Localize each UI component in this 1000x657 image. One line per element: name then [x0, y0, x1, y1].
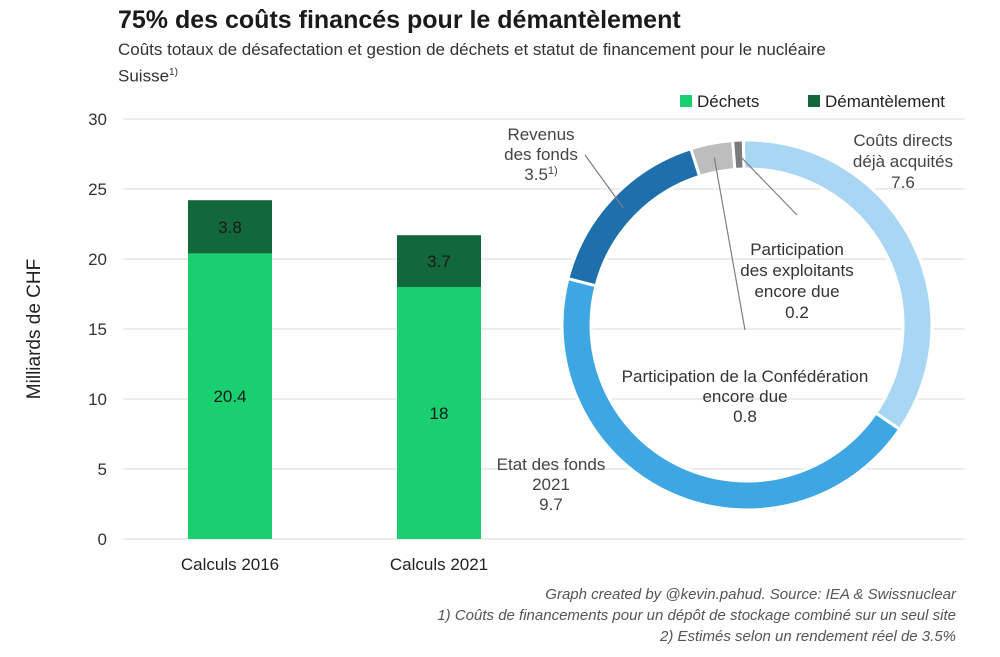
bar-data-label: 3.8 — [218, 218, 242, 237]
donut-slice-revenus — [566, 146, 702, 288]
donut-label-line: Revenus — [507, 125, 574, 144]
donut-label-line: des fonds — [504, 145, 578, 164]
footer-note-2: 2) Estimés selon un rendement réel de 3.… — [660, 628, 956, 645]
legend-label-demantelement: Démantèlement — [825, 92, 945, 111]
subtitle-footnote-marker: 1) — [169, 67, 178, 78]
chart-subtitle: Coûts totaux de désafectation et gestion… — [118, 38, 878, 88]
donut-label-line: 0.2 — [785, 303, 809, 322]
footer-source: Graph created by @kevin.pahud. Source: I… — [545, 586, 956, 603]
y-tick-label: 30 — [88, 110, 107, 129]
leader-line-participation-exploitants — [738, 154, 798, 216]
leader-line-participation-confederation — [713, 157, 746, 331]
bar-dechets-2 — [397, 287, 481, 539]
leader-line-revenus — [584, 154, 624, 209]
chart-canvas: 0 5 10 15 20 25 30 Milliards de CHF 20.4 3.8 Calcu… — [24, 92, 965, 574]
donut-label-line: Participation de la Confédération — [622, 367, 869, 386]
donut-label-couts-directs: Coûts directs déjà acquités 7.6 — [853, 131, 953, 192]
y-tick-label: 5 — [98, 460, 107, 479]
legend-swatch-demantelement — [808, 95, 820, 107]
donut-label-line: Participation — [750, 240, 844, 259]
donut-slice-participation-conf — [688, 138, 737, 179]
donut-label-line: encore due — [702, 387, 787, 406]
donut-label-participation-expl: Participation des exploitants encore due 0.… — [740, 240, 853, 322]
y-tick-label: 20 — [88, 250, 107, 269]
bar-demantelement-2 — [397, 235, 481, 287]
donut-label-line: encore due — [754, 282, 839, 301]
subtitle-text: Coûts totaux de désafectation et gestion… — [118, 40, 826, 86]
donut-label-line: 7.6 — [891, 173, 915, 192]
donut-label-footnote-marker: 1) — [548, 165, 558, 177]
donut-label-line: 9.7 — [539, 495, 563, 514]
legend-swatch-dechets — [680, 95, 692, 107]
bar-demantelement-1 — [188, 200, 272, 254]
x-tick-label: Calculs 2016 — [181, 555, 279, 574]
y-tick-label: 25 — [88, 180, 107, 199]
donut-label-line: des exploitants — [740, 261, 853, 280]
donut-label-line: déjà acquités — [853, 152, 953, 171]
donut-label-participation-conf: Participation de la Confédération encore … — [622, 367, 869, 426]
legend-label-dechets: Déchets — [697, 92, 759, 111]
bar-data-label: 3.7 — [427, 252, 451, 271]
y-tick-label: 15 — [88, 320, 107, 339]
footer-note-1: 1) Coûts de financements pour un dépôt d… — [437, 607, 956, 624]
x-tick-label: Calculs 2021 — [390, 555, 488, 574]
donut-label-line: Coûts directs — [853, 131, 952, 150]
donut-label-line: Etat des fonds — [497, 455, 606, 474]
donut-slice-participation-expl — [731, 138, 746, 172]
donut-label-line: 0.8 — [733, 407, 757, 426]
bar-dechets-1 — [188, 253, 272, 539]
chart-title: 75% des coûts financés pour le démantèle… — [118, 6, 681, 34]
donut-label-line: 3.5 — [524, 165, 548, 184]
y-tick-label: 0 — [98, 530, 107, 549]
y-tick-label: 10 — [88, 390, 107, 409]
donut-label-etat-fonds: Etat des fonds 2021 9.7 — [497, 455, 606, 514]
bar-data-label: 18 — [430, 404, 449, 423]
y-axis-label: Milliards de CHF — [24, 259, 45, 399]
donut-label-line: 2021 — [532, 475, 570, 494]
donut-label-revenus: Revenus des fonds 3.51) — [504, 125, 578, 184]
bar-data-label: 20.4 — [213, 387, 246, 406]
